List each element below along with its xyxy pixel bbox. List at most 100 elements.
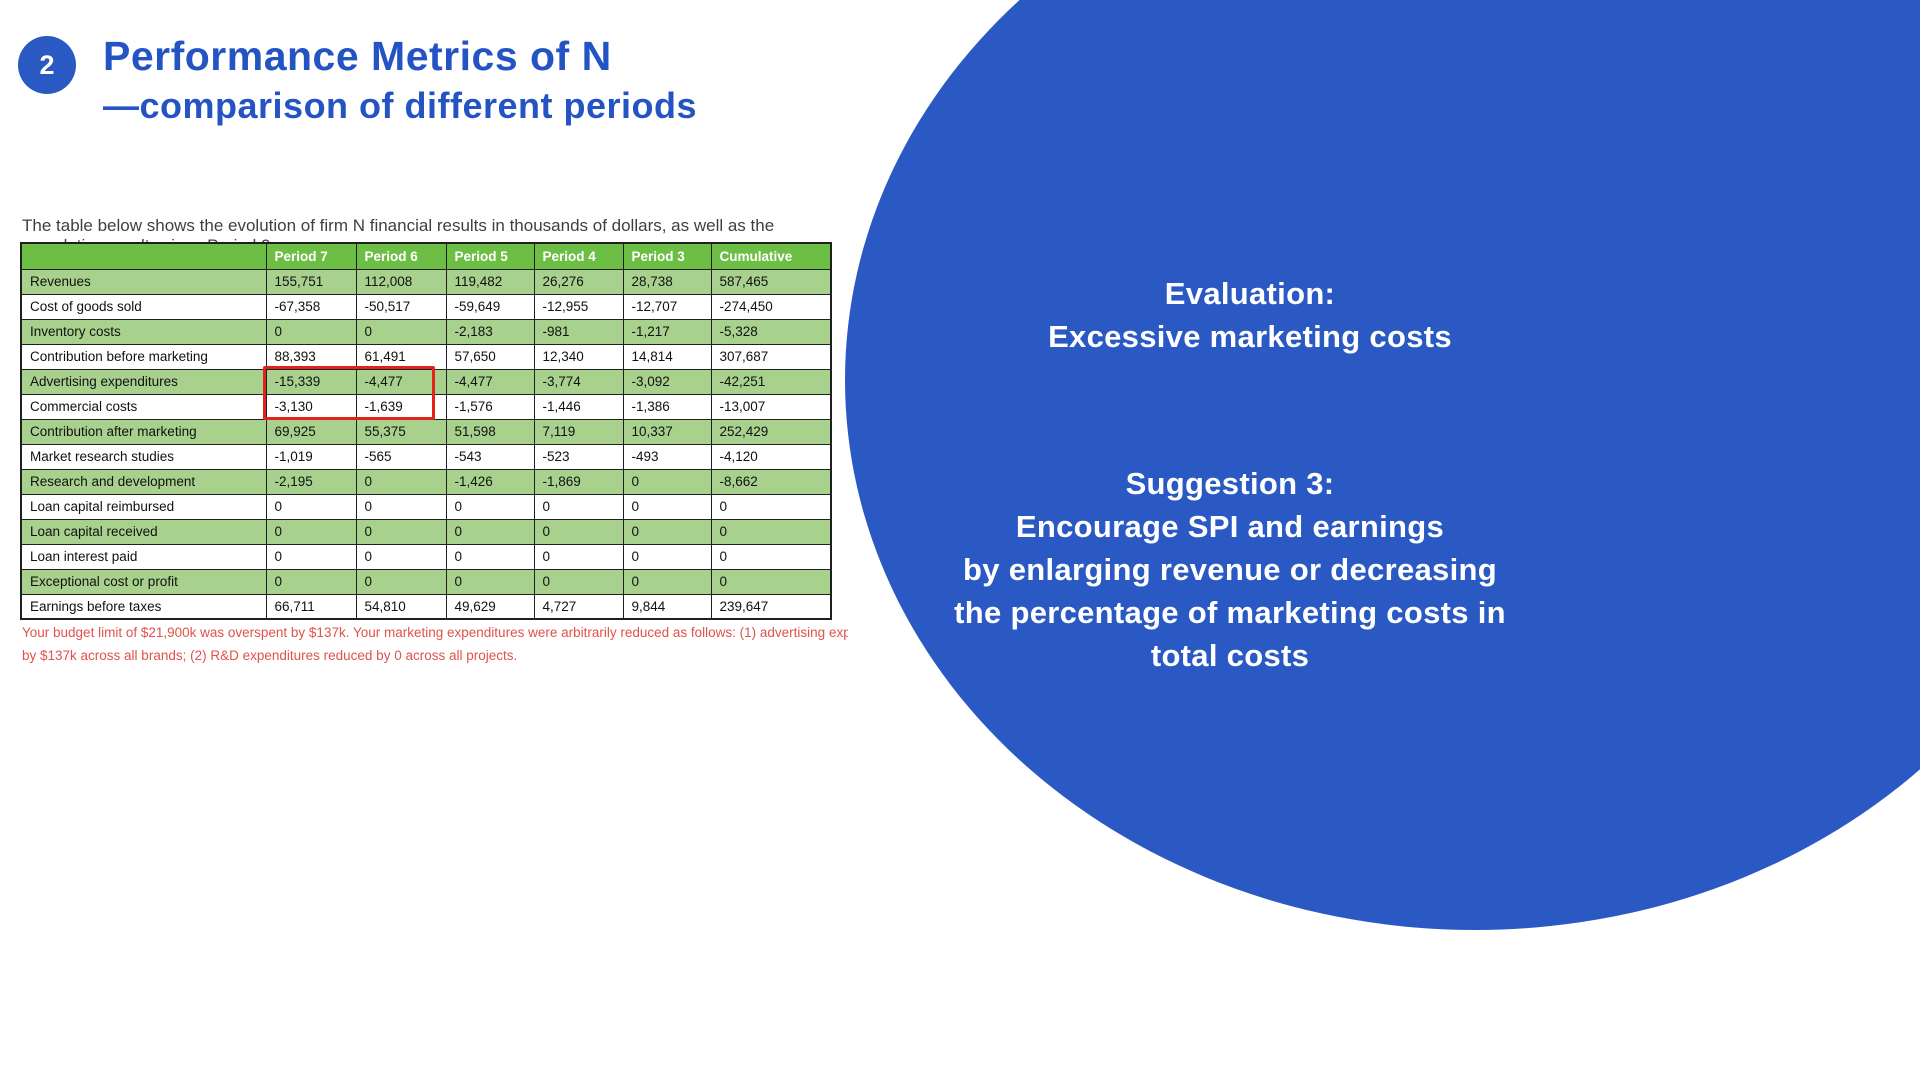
row-label: Cost of goods sold — [20, 293, 267, 320]
table-cell: 0 — [355, 543, 447, 570]
suggestion-line: the percentage of marketing costs in — [954, 595, 1506, 630]
table-row: Earnings before taxes 66,711 54,810 49,629 4… — [20, 593, 832, 620]
budget-footnote: Your budget limit of $21,900k was oversp… — [22, 621, 848, 667]
table-cell: 7,119 — [533, 418, 624, 445]
suggestion-line: by enlarging revenue or decreasing — [963, 552, 1497, 587]
table-cell: 0 — [533, 518, 624, 545]
table-cell: 28,738 — [622, 268, 712, 295]
row-label: Loan interest paid — [20, 543, 267, 570]
table-row: Cost of goods sold -67,358 -50,517 -59,649-… — [20, 293, 832, 320]
evaluation-heading: Evaluation: — [1164, 276, 1336, 311]
table-cell: -543 — [445, 443, 535, 470]
row-label: Inventory costs — [20, 318, 267, 345]
table-row: Market research studies -1,019 -565 -543 -52… — [20, 443, 832, 470]
table-cell: -565 — [355, 443, 447, 470]
table-cell: 0 — [355, 568, 447, 595]
suggestion-line: Encourage SPI and earnings — [1015, 509, 1445, 544]
suggestion-line: total costs — [1150, 638, 1310, 673]
table-cell: -1,386 — [622, 393, 712, 420]
table-cell: -50,517 — [355, 293, 447, 320]
table-cell: -1,869 — [533, 468, 624, 495]
column-header: Period 5 — [445, 242, 535, 270]
table-cell: -493 — [622, 443, 712, 470]
table-cell: -8,662 — [710, 468, 832, 495]
table-cell: 61,491 — [355, 343, 447, 370]
table-cell: -1,019 — [265, 443, 357, 470]
row-label: Market research studies — [20, 443, 267, 470]
table-cell: 12,340 — [533, 343, 624, 370]
table-header-row: Period 7 Period 6 Period 5 Period 4 Period 3… — [20, 242, 832, 270]
table-cell: -12,955 — [533, 293, 624, 320]
table-cell: 55,375 — [355, 418, 447, 445]
table-cell: 119,482 — [445, 268, 535, 295]
table-cell: 0 — [355, 518, 447, 545]
table-cell: 0 — [710, 568, 832, 595]
table-cell: -4,477 — [355, 368, 447, 395]
slide-number-badge: 2 — [18, 36, 76, 94]
evaluation-block: Evaluation: Excessive marketing costs — [950, 272, 1550, 358]
table-cell: -4,120 — [710, 443, 832, 470]
table-cell: 587,465 — [710, 268, 832, 295]
table-cell: 14,814 — [622, 343, 712, 370]
row-label: Commercial costs — [20, 393, 267, 420]
table-cell: 0 — [445, 518, 535, 545]
table-cell: -5,328 — [710, 318, 832, 345]
table-cell: -1,426 — [445, 468, 535, 495]
table-cell: -2,195 — [265, 468, 357, 495]
table-cell: 66,711 — [265, 593, 357, 620]
table-cell: -59,649 — [445, 293, 535, 320]
table-cell: 0 — [265, 318, 357, 345]
row-label: Loan capital reimbursed — [20, 493, 267, 520]
row-label: Research and development — [20, 468, 267, 495]
table-row: Inventory costs 0 0 -2,183 -981 -1,217 -5,328 — [20, 318, 832, 345]
row-label: Earnings before taxes — [20, 593, 267, 620]
column-header: Period 3 — [622, 242, 712, 270]
table-cell: -1,576 — [445, 393, 535, 420]
table-cell: -3,092 — [622, 368, 712, 395]
table-cell: -1,217 — [622, 318, 712, 345]
table-cell: 0 — [622, 518, 712, 545]
table-row: Loan interest paid 0 0 0 0 0 0 — [20, 543, 832, 570]
table-cell: 0 — [622, 543, 712, 570]
financial-table: Period 7 Period 6 Period 5 Period 4 Period 3… — [20, 242, 832, 620]
budget-footnote-line1: Your budget limit of $21,900k was oversp… — [22, 625, 848, 640]
table-cell: -12,707 — [622, 293, 712, 320]
row-label: Loan capital received — [20, 518, 267, 545]
table-cell: 49,629 — [445, 593, 535, 620]
table-cell: 0 — [265, 518, 357, 545]
slide-title: Performance Metrics of N —comparison of … — [103, 30, 697, 130]
table-cell: 0 — [355, 493, 447, 520]
table-cell: 0 — [445, 493, 535, 520]
table-cell: 57,650 — [445, 343, 535, 370]
table-cell: 252,429 — [710, 418, 832, 445]
table-cell: 10,337 — [622, 418, 712, 445]
column-header: Cumulative — [710, 242, 832, 270]
table-row: Research and development -2,195 0 -1,426 -1,… — [20, 468, 832, 495]
table-row: Exceptional cost or profit 0 0 0 0 0 0 — [20, 568, 832, 595]
table-row: Revenues 155,751 112,008 119,482 26,276 28,73… — [20, 268, 832, 295]
table-cell: -42,251 — [710, 368, 832, 395]
column-header: Period 6 — [355, 242, 447, 270]
table-row: Loan capital reimbursed 0 0 0 0 0 0 — [20, 493, 832, 520]
table-cell: 0 — [445, 543, 535, 570]
table-row: Contribution after marketing 69,925 55,375… — [20, 418, 832, 445]
suggestion-block: Suggestion 3: Encourage SPI and earnings… — [885, 462, 1575, 677]
table-cell: -2,183 — [445, 318, 535, 345]
table-row: Contribution before marketing 88,393 61,49… — [20, 343, 832, 370]
table-cell: 0 — [265, 543, 357, 570]
table-cell: -274,450 — [710, 293, 832, 320]
table-cell: 0 — [533, 493, 624, 520]
evaluation-text: Excessive marketing costs — [1048, 319, 1452, 354]
table-row: Commercial costs -3,130 -1,639 -1,576 -1,446… — [20, 393, 832, 420]
table-row: Advertising expenditures -15,339 -4,477 -4,… — [20, 368, 832, 395]
highlight-box — [263, 366, 435, 420]
table-cell: 0 — [622, 493, 712, 520]
table-cell: 69,925 — [265, 418, 357, 445]
table-cell: 88,393 — [265, 343, 357, 370]
table-cell: -13,007 — [710, 393, 832, 420]
table-cell: 112,008 — [355, 268, 447, 295]
row-label: Contribution before marketing — [20, 343, 267, 370]
table-cell: 0 — [355, 318, 447, 345]
slide-number: 2 — [39, 49, 55, 80]
table-cell: 307,687 — [710, 343, 832, 370]
